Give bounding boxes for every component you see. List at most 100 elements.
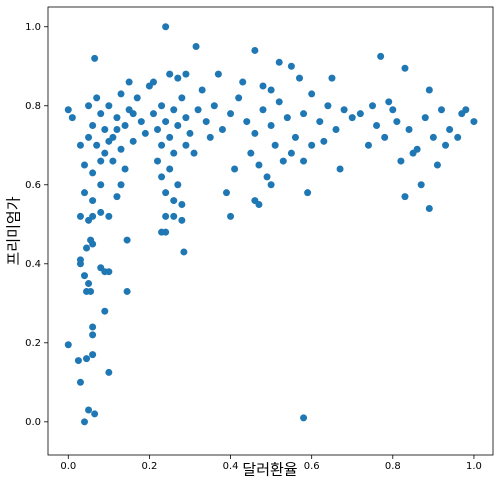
point bbox=[324, 102, 332, 110]
point bbox=[425, 86, 433, 94]
point bbox=[158, 228, 166, 236]
point bbox=[202, 118, 210, 126]
point bbox=[470, 118, 478, 126]
point bbox=[198, 86, 206, 94]
point bbox=[275, 98, 283, 106]
point bbox=[133, 94, 141, 102]
point bbox=[91, 54, 99, 62]
point bbox=[64, 341, 72, 349]
y-tick-label: 0.0 bbox=[25, 417, 41, 428]
point bbox=[421, 114, 429, 122]
point bbox=[332, 125, 340, 133]
point bbox=[291, 133, 299, 141]
point bbox=[251, 197, 259, 205]
point bbox=[89, 197, 97, 205]
x-tick-label: 1.0 bbox=[466, 461, 482, 472]
point bbox=[255, 161, 263, 169]
point bbox=[85, 406, 93, 414]
point bbox=[356, 110, 364, 118]
point bbox=[117, 90, 125, 98]
point bbox=[279, 157, 287, 165]
point bbox=[385, 98, 393, 106]
point bbox=[186, 129, 194, 137]
point bbox=[300, 414, 308, 422]
point bbox=[259, 82, 267, 90]
point bbox=[162, 212, 170, 220]
x-tick-label: 0.2 bbox=[141, 461, 157, 472]
point bbox=[74, 357, 82, 365]
point bbox=[101, 125, 109, 133]
point bbox=[87, 287, 95, 295]
point bbox=[340, 106, 348, 114]
point bbox=[192, 43, 200, 51]
point bbox=[243, 118, 251, 126]
point bbox=[81, 272, 89, 280]
point bbox=[336, 165, 344, 173]
point bbox=[89, 169, 97, 177]
point bbox=[348, 114, 356, 122]
point bbox=[85, 280, 93, 288]
point bbox=[308, 141, 316, 149]
point bbox=[433, 161, 441, 169]
y-tick-label: 0.4 bbox=[25, 259, 41, 270]
point bbox=[304, 189, 312, 197]
point bbox=[180, 248, 188, 256]
point bbox=[389, 106, 397, 114]
point bbox=[123, 236, 131, 244]
point bbox=[105, 368, 113, 376]
point bbox=[235, 94, 243, 102]
point bbox=[76, 378, 84, 386]
point bbox=[64, 106, 72, 114]
point bbox=[89, 212, 97, 220]
point bbox=[76, 260, 84, 268]
point bbox=[97, 110, 105, 118]
point bbox=[113, 114, 121, 122]
point bbox=[105, 212, 113, 220]
point bbox=[89, 351, 97, 359]
point bbox=[231, 165, 239, 173]
point bbox=[377, 52, 385, 60]
x-tick-label: 0.0 bbox=[60, 461, 76, 472]
point bbox=[162, 118, 170, 126]
point bbox=[194, 106, 202, 114]
point bbox=[174, 74, 182, 82]
point bbox=[320, 137, 328, 145]
point bbox=[401, 64, 409, 72]
point bbox=[267, 122, 275, 130]
point bbox=[105, 268, 113, 276]
point bbox=[267, 86, 275, 94]
point bbox=[283, 114, 291, 122]
point bbox=[113, 193, 121, 201]
point bbox=[227, 110, 235, 118]
point bbox=[85, 102, 93, 110]
point bbox=[227, 212, 235, 220]
point bbox=[166, 70, 174, 78]
point bbox=[154, 157, 162, 165]
point bbox=[121, 122, 129, 130]
point bbox=[162, 23, 170, 31]
point bbox=[206, 133, 214, 141]
point bbox=[369, 102, 377, 110]
point bbox=[166, 165, 174, 173]
point bbox=[81, 418, 89, 426]
point bbox=[393, 118, 401, 126]
point bbox=[105, 102, 113, 110]
point bbox=[178, 94, 186, 102]
point bbox=[76, 212, 84, 220]
point bbox=[417, 181, 425, 189]
point bbox=[170, 149, 178, 157]
point bbox=[316, 118, 324, 126]
point bbox=[429, 133, 437, 141]
point bbox=[210, 102, 218, 110]
point bbox=[296, 74, 304, 82]
point bbox=[97, 181, 105, 189]
point bbox=[174, 181, 182, 189]
point bbox=[458, 110, 466, 118]
point bbox=[137, 118, 145, 126]
point bbox=[328, 74, 336, 82]
point bbox=[214, 70, 222, 78]
point bbox=[182, 141, 190, 149]
point bbox=[149, 110, 157, 118]
point bbox=[222, 189, 230, 197]
